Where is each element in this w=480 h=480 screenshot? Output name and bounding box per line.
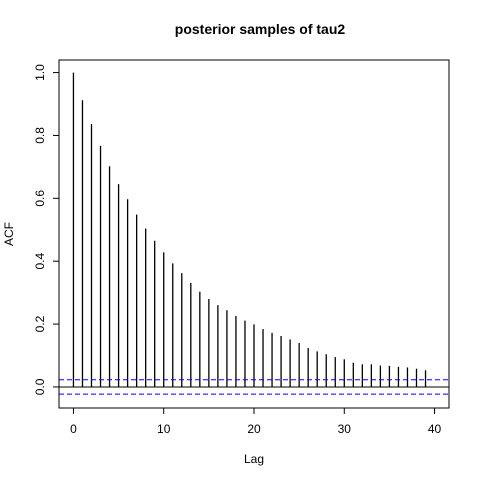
x-axis-label: Lag <box>244 452 264 466</box>
y-tick-label: 0.4 <box>33 253 47 270</box>
x-tick-label: 40 <box>428 422 442 436</box>
y-axis-label: ACF <box>2 222 16 246</box>
y-tick-label: 1.0 <box>33 64 47 81</box>
y-tick-label: 0.2 <box>33 315 47 332</box>
reference-lines <box>59 379 449 395</box>
x-tick-label: 10 <box>157 422 171 436</box>
x-tick-label: 30 <box>338 422 352 436</box>
x-axis: 0 10 20 30 40 <box>70 408 442 436</box>
y-axis: 0.0 0.2 0.4 0.6 0.8 1.0 <box>33 64 59 395</box>
y-tick-label: 0.6 <box>33 190 47 207</box>
chart-title: posterior samples of tau2 <box>175 21 346 37</box>
acf-bars <box>72 72 427 387</box>
y-tick-label: 0.0 <box>33 378 47 395</box>
x-tick-label: 0 <box>70 422 77 436</box>
x-tick-label: 20 <box>247 422 261 436</box>
y-tick-label: 0.8 <box>33 127 47 144</box>
